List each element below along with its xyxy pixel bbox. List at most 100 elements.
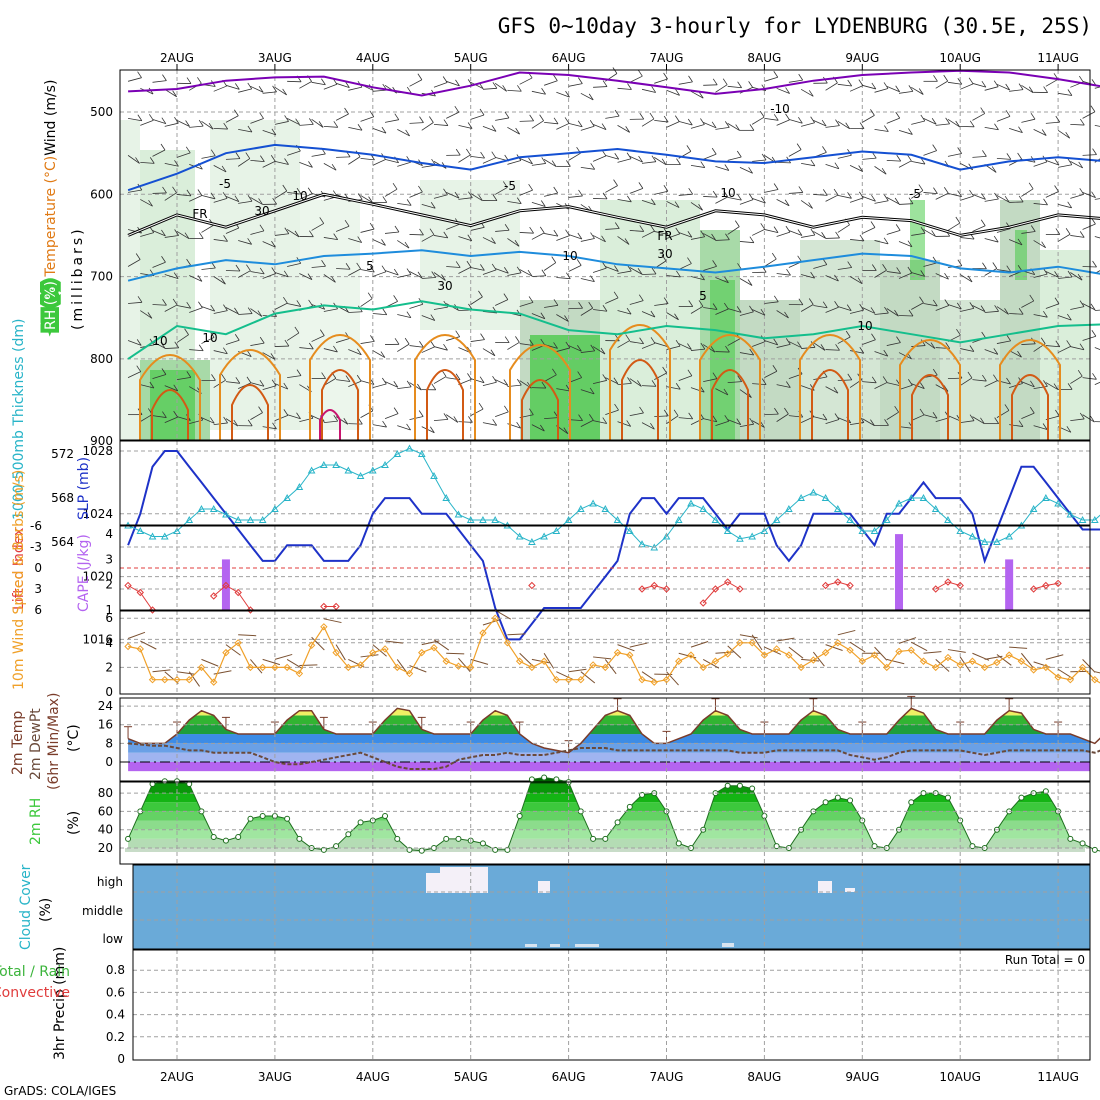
thickness-point [723, 526, 732, 534]
wind-barb [1045, 345, 1060, 348]
wind-barb-flag [920, 339, 926, 346]
wind-barb-flag [259, 224, 265, 232]
wind-barb-flag [663, 297, 669, 304]
wind-barb [299, 664, 318, 667]
wind-barb [727, 381, 742, 383]
wind-barb-flag [309, 118, 314, 125]
contour-label: -10 [770, 102, 790, 116]
wind-barb [372, 239, 386, 246]
wind-barb-flag [270, 155, 276, 162]
wind-speed-point [626, 651, 634, 659]
wind-barb-flag [480, 151, 485, 159]
wind-barb-flag [296, 187, 302, 195]
wind-barb [751, 309, 766, 316]
wind-barb [911, 160, 926, 165]
wind-barb [617, 382, 632, 385]
thickness-point [344, 466, 353, 474]
wind-barb-flag [296, 369, 302, 376]
wind-barb [898, 241, 913, 248]
wind-barb [507, 89, 522, 92]
wind-barb [433, 123, 448, 126]
wind-barb-flag [539, 114, 544, 121]
wind-tick-label: 0 [105, 685, 113, 699]
thickness-point [1005, 532, 1013, 540]
wind-barb [788, 192, 803, 194]
bottom-day-label: 5AUG [454, 1070, 488, 1084]
wind-barb [1082, 335, 1097, 341]
wind-barb [384, 413, 399, 419]
thickness-point [491, 515, 500, 523]
wind-barb-flag [223, 304, 228, 311]
wind-barb [335, 113, 349, 121]
wind-barb-flag [553, 229, 559, 237]
wind-barb [776, 637, 795, 642]
wind-barb [605, 297, 619, 304]
rh-point [394, 835, 401, 842]
wind-barb-flag [540, 312, 546, 319]
wind-barb [556, 277, 571, 280]
wind-barb [274, 121, 289, 125]
wind-barb-flag [884, 125, 889, 132]
wind-barb [384, 640, 403, 644]
wind-barb [1070, 272, 1083, 281]
wind-barb-flag [955, 216, 961, 224]
wind-barb [360, 298, 373, 307]
wind-barb-flag [492, 419, 498, 426]
wind-barb-flag [834, 274, 839, 282]
temp-label: Temperature (°C) [43, 156, 59, 278]
wind-barb [812, 651, 825, 667]
wind-barb-flag [135, 157, 140, 164]
wind-barb [299, 123, 314, 126]
rh-band [128, 802, 1090, 812]
rh-tick-label: 60 [98, 804, 113, 818]
wind-barb [629, 412, 644, 417]
wind-barb [568, 83, 583, 87]
wind-barb [641, 342, 656, 349]
wind-speed-point [442, 657, 450, 665]
wind-barb [311, 119, 324, 128]
wind-barb [372, 159, 386, 166]
slp-line [127, 450, 1100, 641]
wind-speed-point [956, 661, 964, 669]
wind-barb-flag [931, 230, 936, 237]
wind-barb [287, 262, 301, 267]
wind-barb [739, 199, 754, 205]
thickness-point [1078, 515, 1087, 523]
li-point [821, 581, 830, 590]
wind-barb-flag [186, 189, 192, 197]
rh-point [210, 834, 217, 841]
rh-point [479, 840, 486, 847]
wind-barb-flag [1066, 426, 1072, 433]
wind-barb-flag [247, 125, 253, 133]
wind-barb-flag [884, 419, 889, 426]
wind-barb-flag [393, 268, 399, 276]
thickness-point [136, 526, 145, 534]
rh-ylabel-unit: (%) [66, 811, 82, 835]
wind-barb [1070, 123, 1085, 126]
wind-barb-flag [492, 194, 498, 201]
thickness-point [405, 444, 414, 452]
wind-barb-flag [209, 417, 215, 424]
rh-point [749, 785, 756, 792]
wind-barb-flag [455, 79, 460, 87]
wind-barb-flag [785, 338, 791, 345]
wind-barb-flag [172, 186, 177, 194]
wind-barb [250, 197, 263, 205]
wind-barb-flag [676, 270, 681, 278]
wind-barb-flag [172, 298, 178, 306]
cloud-gap [818, 881, 832, 893]
wind-barb-flag [993, 80, 999, 87]
wind-barb [494, 609, 512, 620]
wind-barb [286, 117, 300, 126]
wind-barb-flag [503, 405, 509, 413]
wind-barb-flag [356, 348, 362, 356]
wind-barb-flag [307, 187, 313, 194]
wind-barb [225, 115, 239, 123]
rh-point [639, 791, 646, 798]
wind-barb-flag [294, 230, 300, 238]
wind-barb [923, 340, 936, 349]
wind-barb-flag [760, 308, 766, 316]
thickness-point [1042, 493, 1050, 501]
thickness-point [895, 499, 903, 507]
